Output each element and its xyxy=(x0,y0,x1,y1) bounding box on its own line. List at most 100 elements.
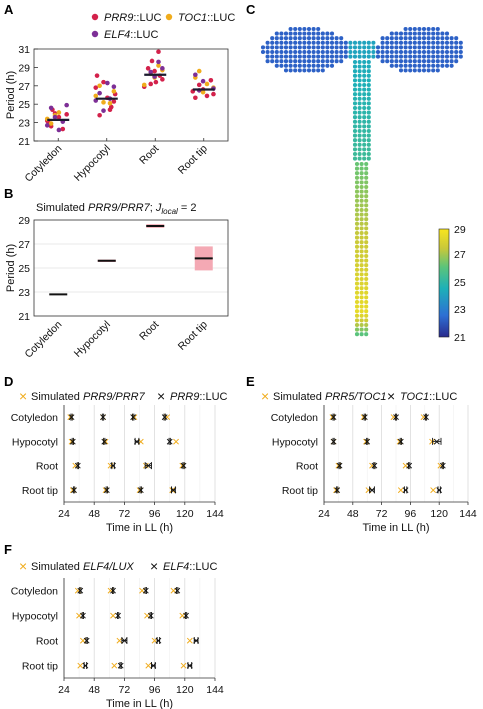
y-tick-label-b-27: 27 xyxy=(18,239,30,251)
sim-marker-f-cotyledon: × xyxy=(74,583,82,598)
obs-marker-d-root-tip: × xyxy=(137,482,145,497)
cotyledon-cell xyxy=(403,36,408,41)
hypocotyl-cell xyxy=(362,156,367,161)
data-point-a-prr9-luc-hypocotyl xyxy=(108,104,114,110)
root-cell xyxy=(364,290,369,295)
x-tick-label-d-120: 120 xyxy=(176,508,194,520)
legend-sim-marker-e: × xyxy=(261,388,269,404)
data-point-a-prr9-luc-root-tip xyxy=(196,82,202,88)
cotyledon-cell xyxy=(403,54,408,59)
y-tick-label-a-23: 23 xyxy=(18,118,30,130)
data-point-a-elf4-luc-cotyledon xyxy=(64,102,69,108)
x-axis-label-d: Time in LL (h) xyxy=(106,522,173,534)
cotyledon-cell xyxy=(435,68,440,73)
cotyledon-cell xyxy=(293,49,298,55)
cotyledon-cell xyxy=(421,54,427,59)
hypocotyl-cell xyxy=(357,69,362,74)
hypocotyl-cell xyxy=(366,64,371,69)
cotyledon-cell xyxy=(380,36,385,41)
obs-marker-f-hypocotyl: × xyxy=(147,608,155,623)
cotyledon-cell xyxy=(302,40,307,45)
root-cell xyxy=(359,207,364,213)
hypocotyl-cell xyxy=(352,59,358,65)
root-cell xyxy=(359,166,364,171)
colorbar: 29 27 25 23 21 xyxy=(438,224,466,344)
root-cell xyxy=(354,295,360,300)
cotyledon-cell xyxy=(297,49,302,55)
cotyledon-cell xyxy=(389,63,394,68)
cotyledon-cell xyxy=(431,63,436,68)
root-cell xyxy=(364,226,369,231)
y-tick-label-d-root: Root xyxy=(36,461,58,473)
cotyledon-cell xyxy=(274,49,279,55)
x-tick-label-f-120: 120 xyxy=(176,684,194,696)
cotyledon-cell xyxy=(265,59,270,64)
hypocotyl-cell xyxy=(352,133,358,138)
x-tick-label-e-24: 24 xyxy=(318,508,330,520)
data-point-a-toc1-luc-hypocotyl xyxy=(101,100,106,105)
x-tick-label-f-48: 48 xyxy=(88,684,100,696)
cotyledon-cell xyxy=(260,45,266,50)
seedling-simulation xyxy=(260,26,463,337)
hypocotyl-cell xyxy=(357,138,362,143)
root-cell xyxy=(359,175,364,180)
hypocotyl-cell xyxy=(366,105,371,111)
legend-sim-marker-d: × xyxy=(19,388,27,404)
cotyledon-cell xyxy=(426,49,431,55)
cotyledon-cell xyxy=(320,68,325,73)
cotyledon-cell xyxy=(283,36,289,41)
root-cell xyxy=(359,194,364,199)
data-point-a-toc1-luc-cotyledon xyxy=(48,121,54,126)
hypocotyl-cell xyxy=(362,119,367,124)
y-tick-label-a-29: 29 xyxy=(18,62,30,74)
sim-marker-e-root: × xyxy=(437,458,445,473)
data-point-a-elf4-luc-hypocotyl xyxy=(97,90,102,96)
y-tick-label-e-root-tip: Root tip xyxy=(282,485,318,497)
root-cell xyxy=(359,244,364,249)
cotyledon-cell xyxy=(352,49,358,55)
hypocotyl-cell xyxy=(352,128,358,134)
data-point-a-toc1-luc-hypocotyl xyxy=(93,93,99,99)
x-tick-label-e-120: 120 xyxy=(430,508,448,520)
root-cell xyxy=(354,332,360,337)
cotyledon-cell xyxy=(426,45,431,50)
cotyledon-cell xyxy=(279,54,284,59)
cotyledon-cell xyxy=(366,54,371,59)
sim-marker-d-hypocotyl: × xyxy=(172,434,180,449)
cotyledon-cell xyxy=(385,40,390,45)
y-tick-label-b-25: 25 xyxy=(18,263,30,275)
data-point-a-toc1-luc-root-tip xyxy=(196,68,202,74)
cotyledon-cell xyxy=(398,36,404,41)
root-cell xyxy=(354,207,360,213)
cotyledon-cell xyxy=(389,59,394,64)
legend-obs-marker-e: × xyxy=(387,388,395,404)
cotyledon-cell xyxy=(320,36,325,41)
root-cell xyxy=(354,198,360,203)
root-cell xyxy=(354,290,360,295)
y-tick-label-e-root: Root xyxy=(296,461,318,473)
root-cell xyxy=(359,327,364,332)
cotyledon-cell xyxy=(316,54,321,59)
root-cell xyxy=(354,226,360,231)
obs-marker-d-cotyledon: × xyxy=(99,410,107,425)
cotyledon-cell xyxy=(431,54,436,59)
cotyledon-cell xyxy=(348,40,353,45)
y-tick-label-b-21: 21 xyxy=(18,311,30,323)
cotyledon-cell xyxy=(279,49,284,55)
root-cell xyxy=(354,171,360,176)
hypocotyl-cell xyxy=(362,142,367,147)
root-cell xyxy=(359,313,364,318)
cotyledon-cell xyxy=(316,26,321,32)
cotyledon-cell xyxy=(435,31,440,36)
cotyledon-cell xyxy=(380,40,385,45)
root-cell xyxy=(364,240,369,245)
obs-marker-e-root: × xyxy=(405,458,413,473)
obs-marker-d-root-tip: × xyxy=(170,482,178,497)
cotyledon-cell xyxy=(398,68,404,73)
cotyledon-cell xyxy=(403,59,408,64)
colorbar-tick-25: 25 xyxy=(454,277,466,289)
data-point-a-prr9-luc-root xyxy=(153,79,159,85)
cotyledon-cell xyxy=(316,63,321,68)
cotyledon-cell xyxy=(394,36,399,41)
cotyledon-cell xyxy=(371,45,376,50)
